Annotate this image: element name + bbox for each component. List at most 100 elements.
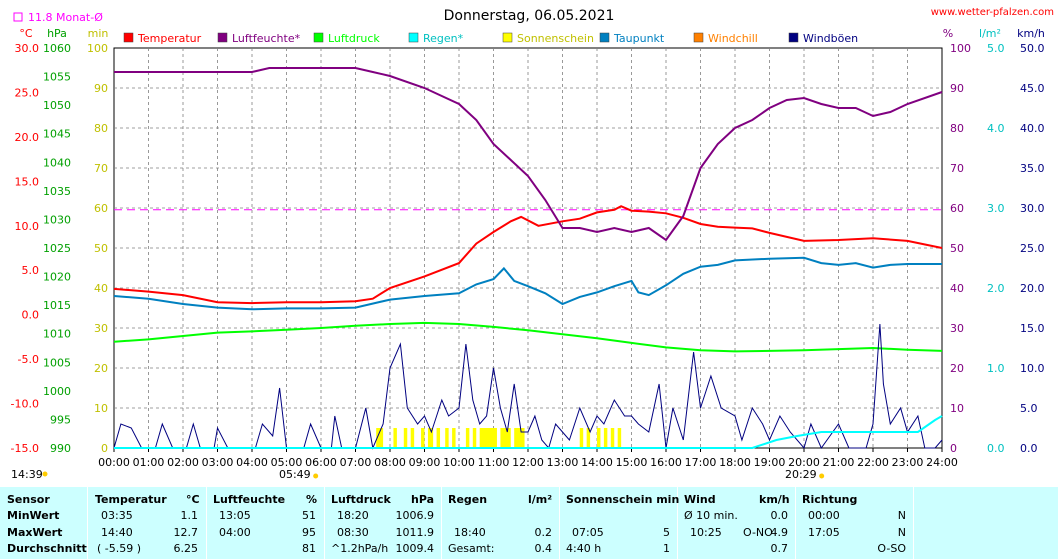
- site-url[interactable]: www.wetter-pfalzen.com: [931, 7, 1054, 18]
- time-tick-label: 14:00: [581, 456, 613, 469]
- legend-swatch: [502, 32, 513, 43]
- temperature-tick-label: 10.0: [15, 220, 40, 233]
- time-tick-label: 23:00: [892, 456, 924, 469]
- time-tick-label: 17:00: [685, 456, 717, 469]
- humidity-tick-label: 30: [950, 322, 964, 335]
- rain-tick-label: 0.0: [987, 442, 1005, 455]
- humidity-unit-header: %: [306, 493, 318, 506]
- grid: [113, 47, 943, 449]
- direction-min-value: N: [897, 509, 906, 522]
- monthly-avg-label: 11.8 Monat-Ø: [28, 11, 103, 24]
- time-tick-label: 22:00: [857, 456, 889, 469]
- minutes-tick-label: 50: [94, 242, 108, 255]
- time-tick-label: 05:00: [271, 456, 303, 469]
- wind-tick-label: 30.0: [1020, 202, 1045, 215]
- temperature-tick-label: 15.0: [15, 175, 40, 188]
- rain-total-label: Gesamt:: [448, 542, 495, 555]
- humidity-tick-label: 70: [950, 162, 964, 175]
- stats-divider: [559, 487, 560, 559]
- pressure-trend: ^1.2hPa/h: [331, 542, 389, 555]
- legend-label: Taupunkt: [613, 32, 665, 45]
- sunshine-bar: [427, 428, 434, 448]
- row-label-max: MaxWert: [7, 526, 63, 539]
- minutes-tick-label: 30: [94, 322, 108, 335]
- sun-markers: 05:49 20:29 14:39: [11, 468, 825, 481]
- stats-divider: [795, 487, 796, 559]
- time-tick-label: 09:00: [409, 456, 441, 469]
- pressure-tick-label: 1010: [43, 328, 71, 341]
- legend-swatch: [123, 32, 134, 43]
- minutes-unit: min: [88, 27, 109, 40]
- wind-tick-label: 25.0: [1020, 242, 1045, 255]
- chart-title: Donnerstag, 06.05.2021: [444, 8, 615, 24]
- sunshine-bar: [403, 428, 408, 448]
- series-line-luftfeuchte: [114, 67, 943, 242]
- wind-unit-header: km/h: [759, 493, 790, 506]
- pressure-tick-label: 1035: [43, 185, 71, 198]
- pressure-tick-label: 1055: [43, 71, 71, 84]
- series-line-temperatur: [113, 205, 943, 305]
- wind-tick-label: 40.0: [1020, 122, 1045, 135]
- legend-label: Luftfeuchte*: [232, 32, 301, 45]
- legend-label: Windchill: [708, 32, 758, 45]
- wind-tick-label: 50.0: [1020, 42, 1045, 55]
- sunshine-bar: [410, 428, 415, 448]
- sunshine-bar: [436, 428, 441, 448]
- sunshine-bar: [500, 428, 511, 448]
- legend: Temperatur Luftfeuchte* Luftdruck Regen* Son…: [123, 32, 858, 45]
- daylight-icon: [42, 471, 48, 477]
- row-label-avg: Durchschnitt: [7, 542, 87, 555]
- temperature-unit: °C: [19, 27, 33, 40]
- wind-unit: km/h: [1017, 27, 1045, 40]
- sunshine-total: 4:40 h: [566, 542, 602, 555]
- time-tick-label: 01:00: [133, 456, 165, 469]
- sensor-header: Sensor: [7, 493, 50, 506]
- pressure-max-value: 1011.9: [395, 526, 435, 539]
- legend-swatch: [693, 32, 704, 43]
- pressure-tick-label: 1060: [43, 42, 71, 55]
- time-tick-label: 03:00: [202, 456, 234, 469]
- series-line-luftdruck: [113, 321, 943, 353]
- sunrise-time: 05:49: [279, 468, 311, 481]
- minutes-tick-label: 100: [87, 42, 108, 55]
- minutes-tick-label: 80: [94, 122, 108, 135]
- humidity-min-value: 51: [302, 509, 316, 522]
- time-tick-label: 02:00: [167, 456, 199, 469]
- pressure-tick-label: 1040: [43, 156, 71, 169]
- pressure-tick-label: 1045: [43, 128, 71, 141]
- legend-swatch: [408, 32, 419, 43]
- wind-header: Wind: [684, 493, 716, 506]
- sunshine-bar: [586, 428, 591, 448]
- wind-avg-value: 0.7: [770, 542, 789, 555]
- humidity-tick-label: 60: [950, 202, 964, 215]
- temperature-tick-label: 30.0: [15, 42, 40, 55]
- pressure-header: Luftdruck: [331, 493, 391, 506]
- pressure-tick-label: 1005: [43, 356, 71, 369]
- sunshine-bars: [376, 428, 622, 448]
- humidity-tick-label: 100: [950, 42, 971, 55]
- temperature-tick-label: -15.0: [11, 442, 39, 455]
- temperature-header: Temperatur: [95, 493, 167, 506]
- temp-min-value: 1.1: [180, 509, 199, 522]
- sunshine-bar: [376, 428, 384, 448]
- time-tick-label: 00:00: [98, 456, 130, 469]
- humidity-tick-label: 90: [950, 82, 964, 95]
- direction-max-value: N: [897, 526, 906, 539]
- wind-avg-label: Ø 10 min.: [684, 509, 738, 522]
- statistics-table: Sensor Temperatur °C Luftfeuchte % Luftd…: [0, 487, 1058, 559]
- humidity-tick-label: 50: [950, 242, 964, 255]
- humidity-tick-label: 10: [950, 402, 964, 415]
- legend-swatch: [217, 32, 228, 43]
- sunshine-bar: [597, 428, 601, 448]
- temperature-tick-label: 25.0: [15, 86, 40, 99]
- pressure-tick-label: 1015: [43, 299, 71, 312]
- sunshine-max-time: 07:05: [572, 526, 604, 539]
- rain-max-value: 0.2: [534, 526, 553, 539]
- humidity-header: Luftfeuchte: [213, 493, 286, 506]
- series-line-taupunkt: [113, 256, 942, 311]
- sunshine-bar: [603, 428, 608, 448]
- stats-divider: [87, 487, 88, 559]
- wind-tick-label: 35.0: [1020, 162, 1045, 175]
- legend-swatch: [313, 32, 324, 43]
- daylight-duration: 14:39: [11, 468, 43, 481]
